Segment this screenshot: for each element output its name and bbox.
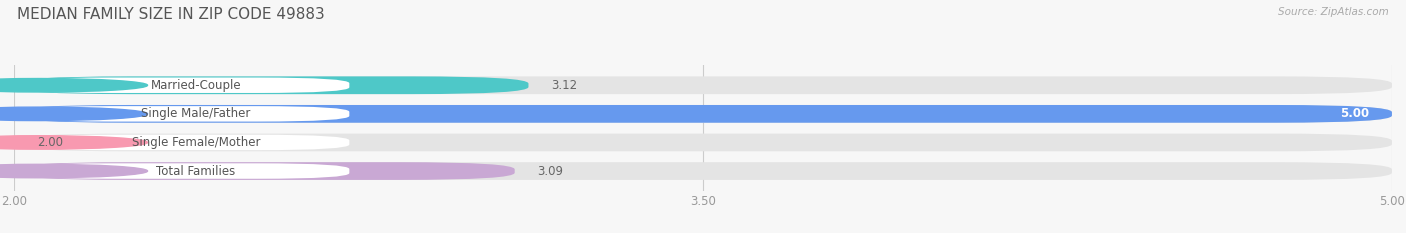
FancyBboxPatch shape [18, 163, 349, 179]
Text: Single Male/Father: Single Male/Father [141, 107, 250, 120]
Text: 3.09: 3.09 [537, 164, 564, 178]
Text: 2.00: 2.00 [37, 136, 63, 149]
Text: MEDIAN FAMILY SIZE IN ZIP CODE 49883: MEDIAN FAMILY SIZE IN ZIP CODE 49883 [17, 7, 325, 22]
Circle shape [0, 107, 148, 121]
Text: 5.00: 5.00 [1340, 107, 1369, 120]
FancyBboxPatch shape [14, 134, 1392, 151]
FancyBboxPatch shape [14, 76, 529, 94]
FancyBboxPatch shape [14, 76, 1392, 94]
Text: Married-Couple: Married-Couple [150, 79, 242, 92]
Circle shape [0, 164, 148, 178]
FancyBboxPatch shape [18, 78, 349, 93]
Text: Source: ZipAtlas.com: Source: ZipAtlas.com [1278, 7, 1389, 17]
FancyBboxPatch shape [18, 135, 349, 150]
Text: 3.12: 3.12 [551, 79, 578, 92]
Circle shape [0, 136, 148, 149]
Text: Total Families: Total Families [156, 164, 236, 178]
FancyBboxPatch shape [14, 162, 515, 180]
FancyBboxPatch shape [14, 105, 1392, 123]
Circle shape [0, 79, 148, 92]
FancyBboxPatch shape [18, 106, 349, 122]
FancyBboxPatch shape [14, 162, 1392, 180]
Text: Single Female/Mother: Single Female/Mother [132, 136, 260, 149]
FancyBboxPatch shape [14, 105, 1392, 123]
